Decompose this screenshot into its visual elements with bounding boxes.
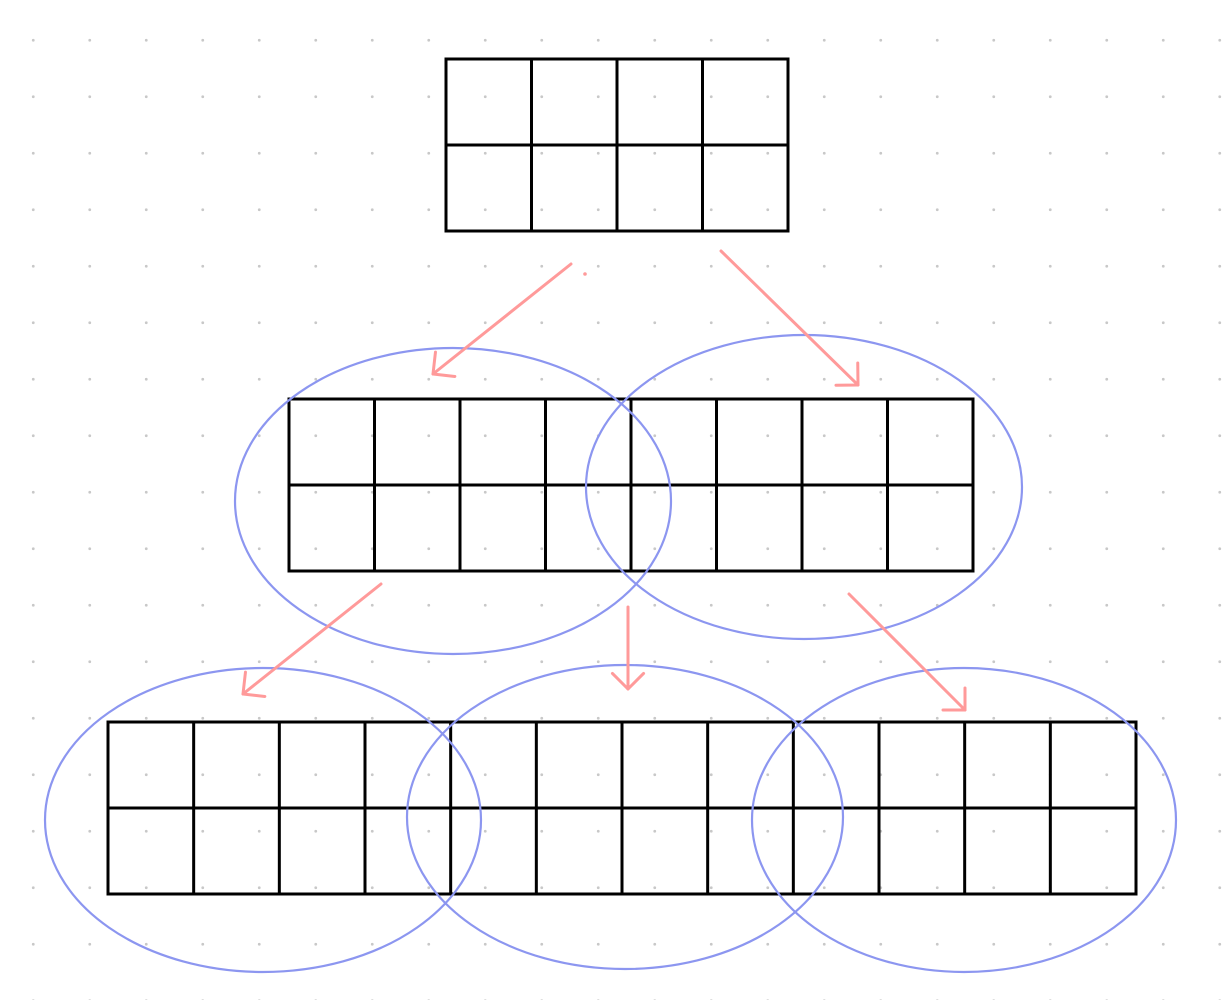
level1-block [287, 397, 975, 573]
arrow-right-to-level2-right [847, 592, 967, 712]
arrow-root-to-left-shaft [431, 262, 573, 376]
arrow-right-to-level2-right-shaft [847, 592, 967, 712]
level2-middle-group-ellipse [405, 663, 845, 971]
arrow-root-to-right-shaft [719, 249, 860, 387]
root-block [444, 57, 790, 233]
level2-right-group-ellipse [750, 666, 1178, 974]
arrow-middle-to-level2-middle [610, 605, 646, 691]
arrow-right-to-level2-right-head [941, 686, 967, 712]
stray-dot [583, 272, 587, 276]
level1-left-group-ellipse [233, 346, 673, 656]
arrow-left-to-level2-left [241, 582, 383, 698]
arrow-root-to-left [431, 262, 573, 378]
level2-left-group-ellipse [43, 666, 483, 974]
ellipses-layer [43, 333, 1178, 974]
arrow-left-to-level2-left-shaft [241, 582, 383, 696]
arrow-root-to-right-head [834, 361, 860, 387]
arrows-layer [241, 249, 967, 712]
arrow-left-to-level2-left-head [241, 670, 267, 698]
level2-block [106, 720, 1138, 896]
arrow-middle-to-level2-middle-head [610, 671, 646, 691]
level1-right-group-ellipse [584, 333, 1024, 641]
blocks-layer [106, 57, 1138, 896]
arrow-root-to-left-head [431, 350, 457, 378]
arrow-root-to-right [719, 249, 860, 387]
